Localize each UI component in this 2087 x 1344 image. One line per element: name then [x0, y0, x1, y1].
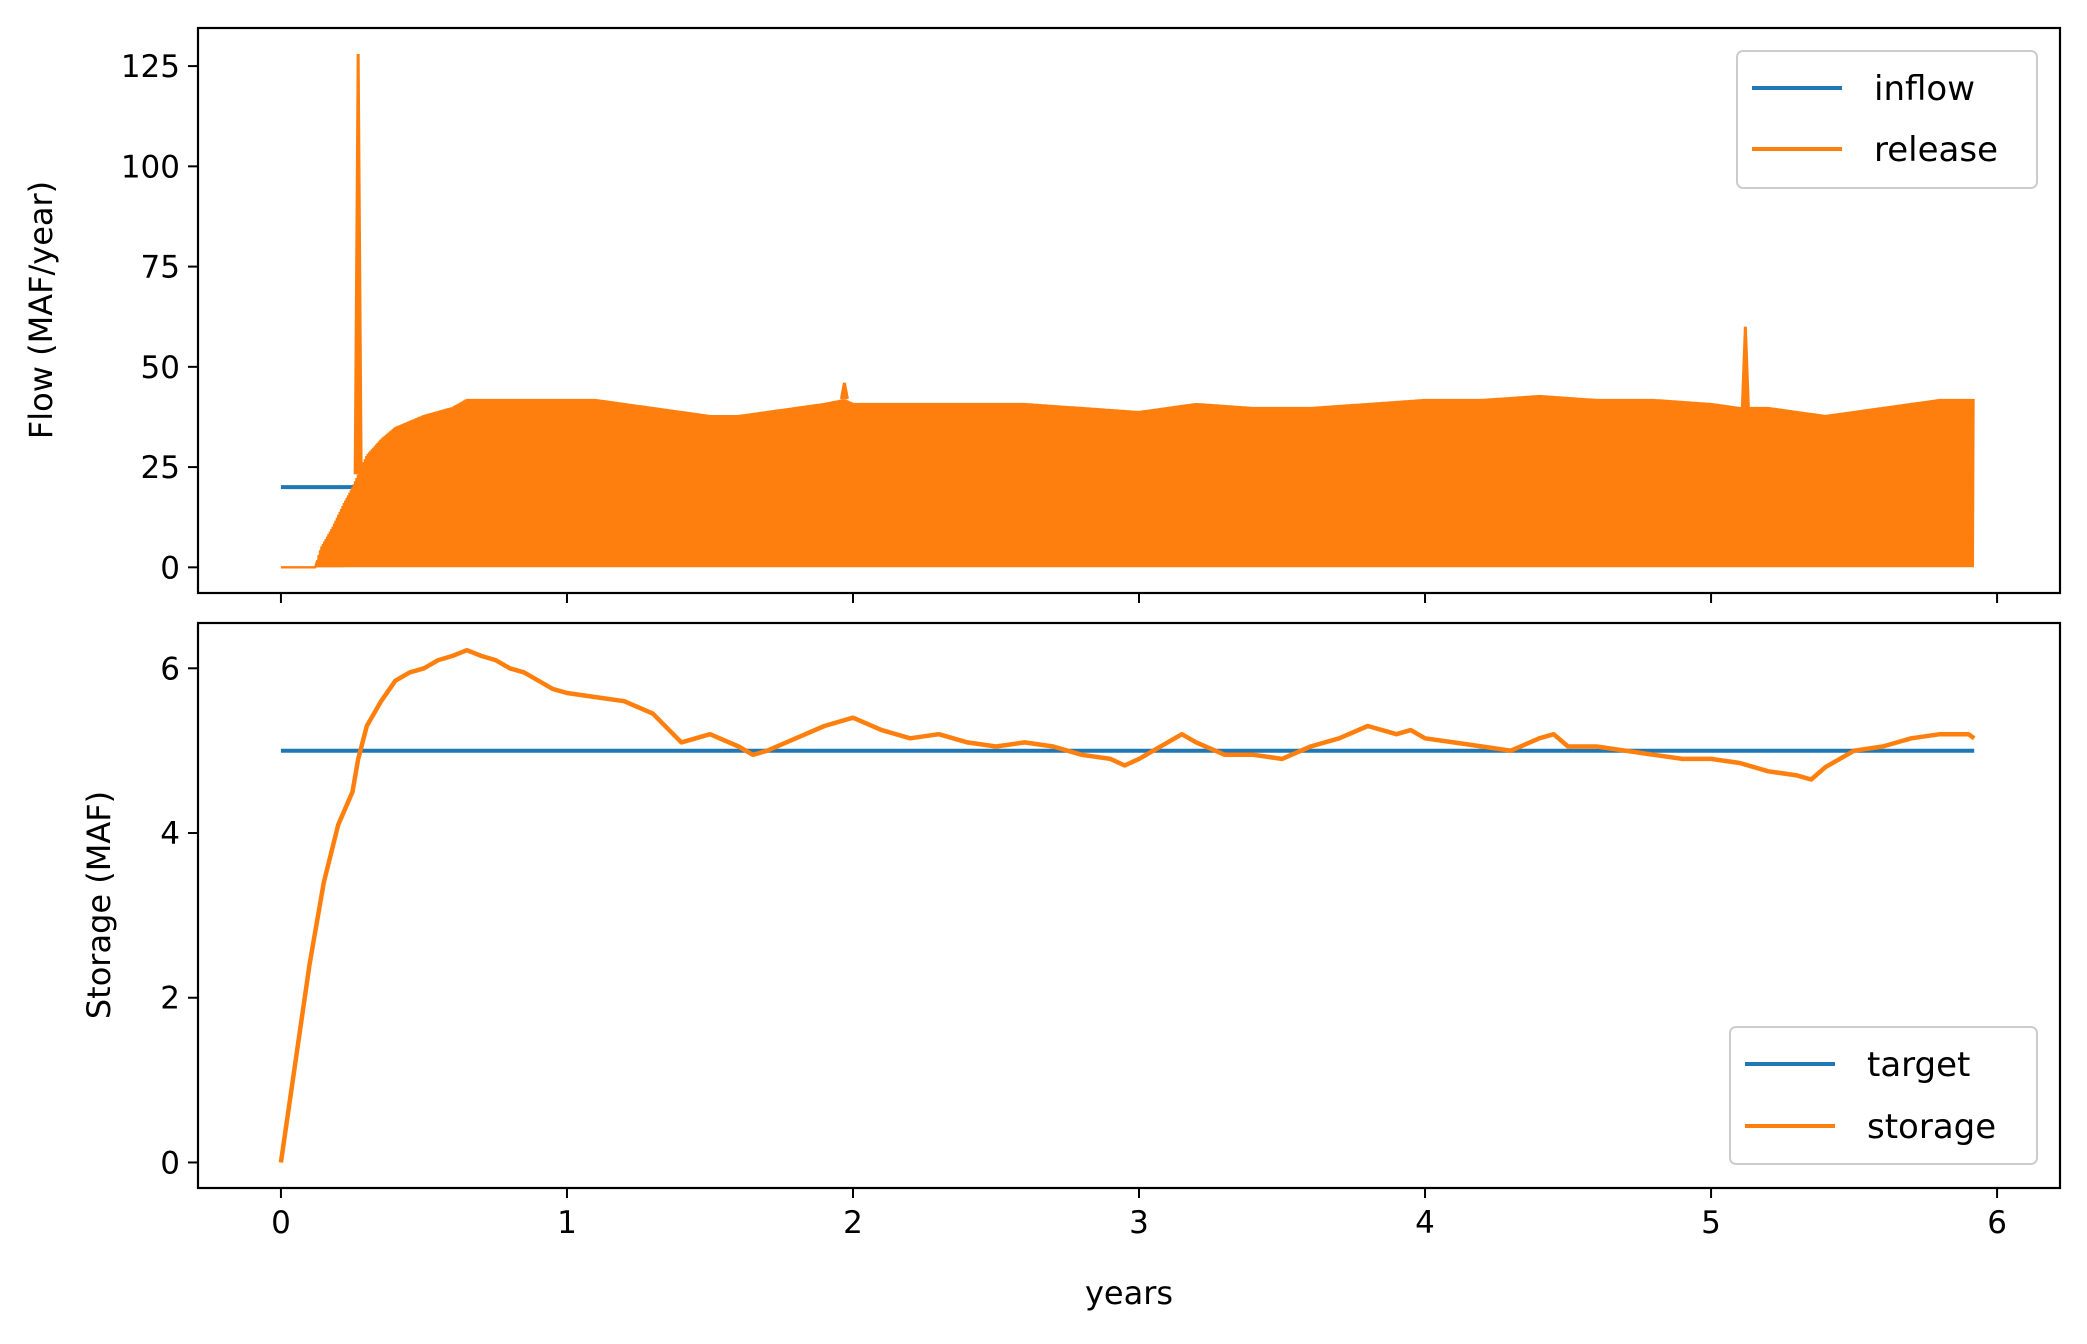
- x-axis-label: years: [1085, 1274, 1173, 1312]
- x-tick-label: 1: [557, 1205, 577, 1241]
- release-line: [280, 394, 1975, 569]
- storage-y-ticks: 0 2 4 6: [160, 651, 198, 1181]
- storage-axes: 0 1 2 3 4 5 6 0 2 4 6 Storage (MAF) years target …: [80, 621, 2062, 1312]
- legend-storage-label: storage: [1867, 1107, 1996, 1147]
- x-tick-label: 4: [1415, 1205, 1435, 1241]
- flow-legend: inflow release: [1736, 50, 2038, 189]
- y-tick-label: 0: [160, 550, 180, 586]
- legend-target-label: target: [1867, 1045, 1970, 1085]
- x-tick-label: 6: [1987, 1205, 2007, 1241]
- storage-line: [278, 647, 1976, 1163]
- storage-plot-area: [278, 647, 1976, 1163]
- flow-x-ticks: [279, 593, 1999, 603]
- release-spike: [1740, 326, 1750, 407]
- flow-axes: 0 25 50 75 100 125 Flow (MAF/year) inflow rel…: [22, 26, 2062, 603]
- flow-y-ticks: 0 25 50 75 100 125: [121, 49, 198, 586]
- flow-y-axis-label: Flow (MAF/year): [22, 181, 60, 439]
- y-tick-label: 2: [160, 981, 180, 1017]
- y-tick-label: 100: [121, 149, 180, 185]
- x-tick-label: 3: [1129, 1205, 1149, 1241]
- y-tick-label: 4: [160, 816, 180, 852]
- y-tick-label: 6: [160, 651, 180, 687]
- legend-inflow-label: inflow: [1874, 69, 1975, 109]
- storage-y-axis-label: Storage (MAF): [80, 791, 118, 1019]
- storage-axes-frame: [196, 621, 2062, 1190]
- storage-legend: target storage: [1729, 1026, 2038, 1165]
- y-tick-label: 50: [141, 350, 180, 386]
- x-tick-label: 5: [1701, 1205, 1721, 1241]
- y-tick-label: 75: [141, 250, 180, 286]
- flow-legend-box: [1736, 50, 2038, 189]
- y-tick-label: 25: [141, 450, 180, 486]
- flow-plot-area: [280, 54, 1975, 569]
- storage-legend-box: [1729, 1026, 2038, 1165]
- x-tick-label: 2: [843, 1205, 863, 1241]
- flow-axes-frame: [196, 26, 2062, 595]
- y-tick-label: 125: [121, 49, 180, 85]
- release-spike: [839, 382, 849, 400]
- legend-release-label: release: [1874, 130, 1998, 170]
- x-tick-label: 0: [271, 1205, 291, 1241]
- storage-x-ticks: 0 1 2 3 4 5 6: [271, 1188, 2007, 1241]
- release-spike: [353, 54, 363, 475]
- y-tick-label: 0: [160, 1145, 180, 1181]
